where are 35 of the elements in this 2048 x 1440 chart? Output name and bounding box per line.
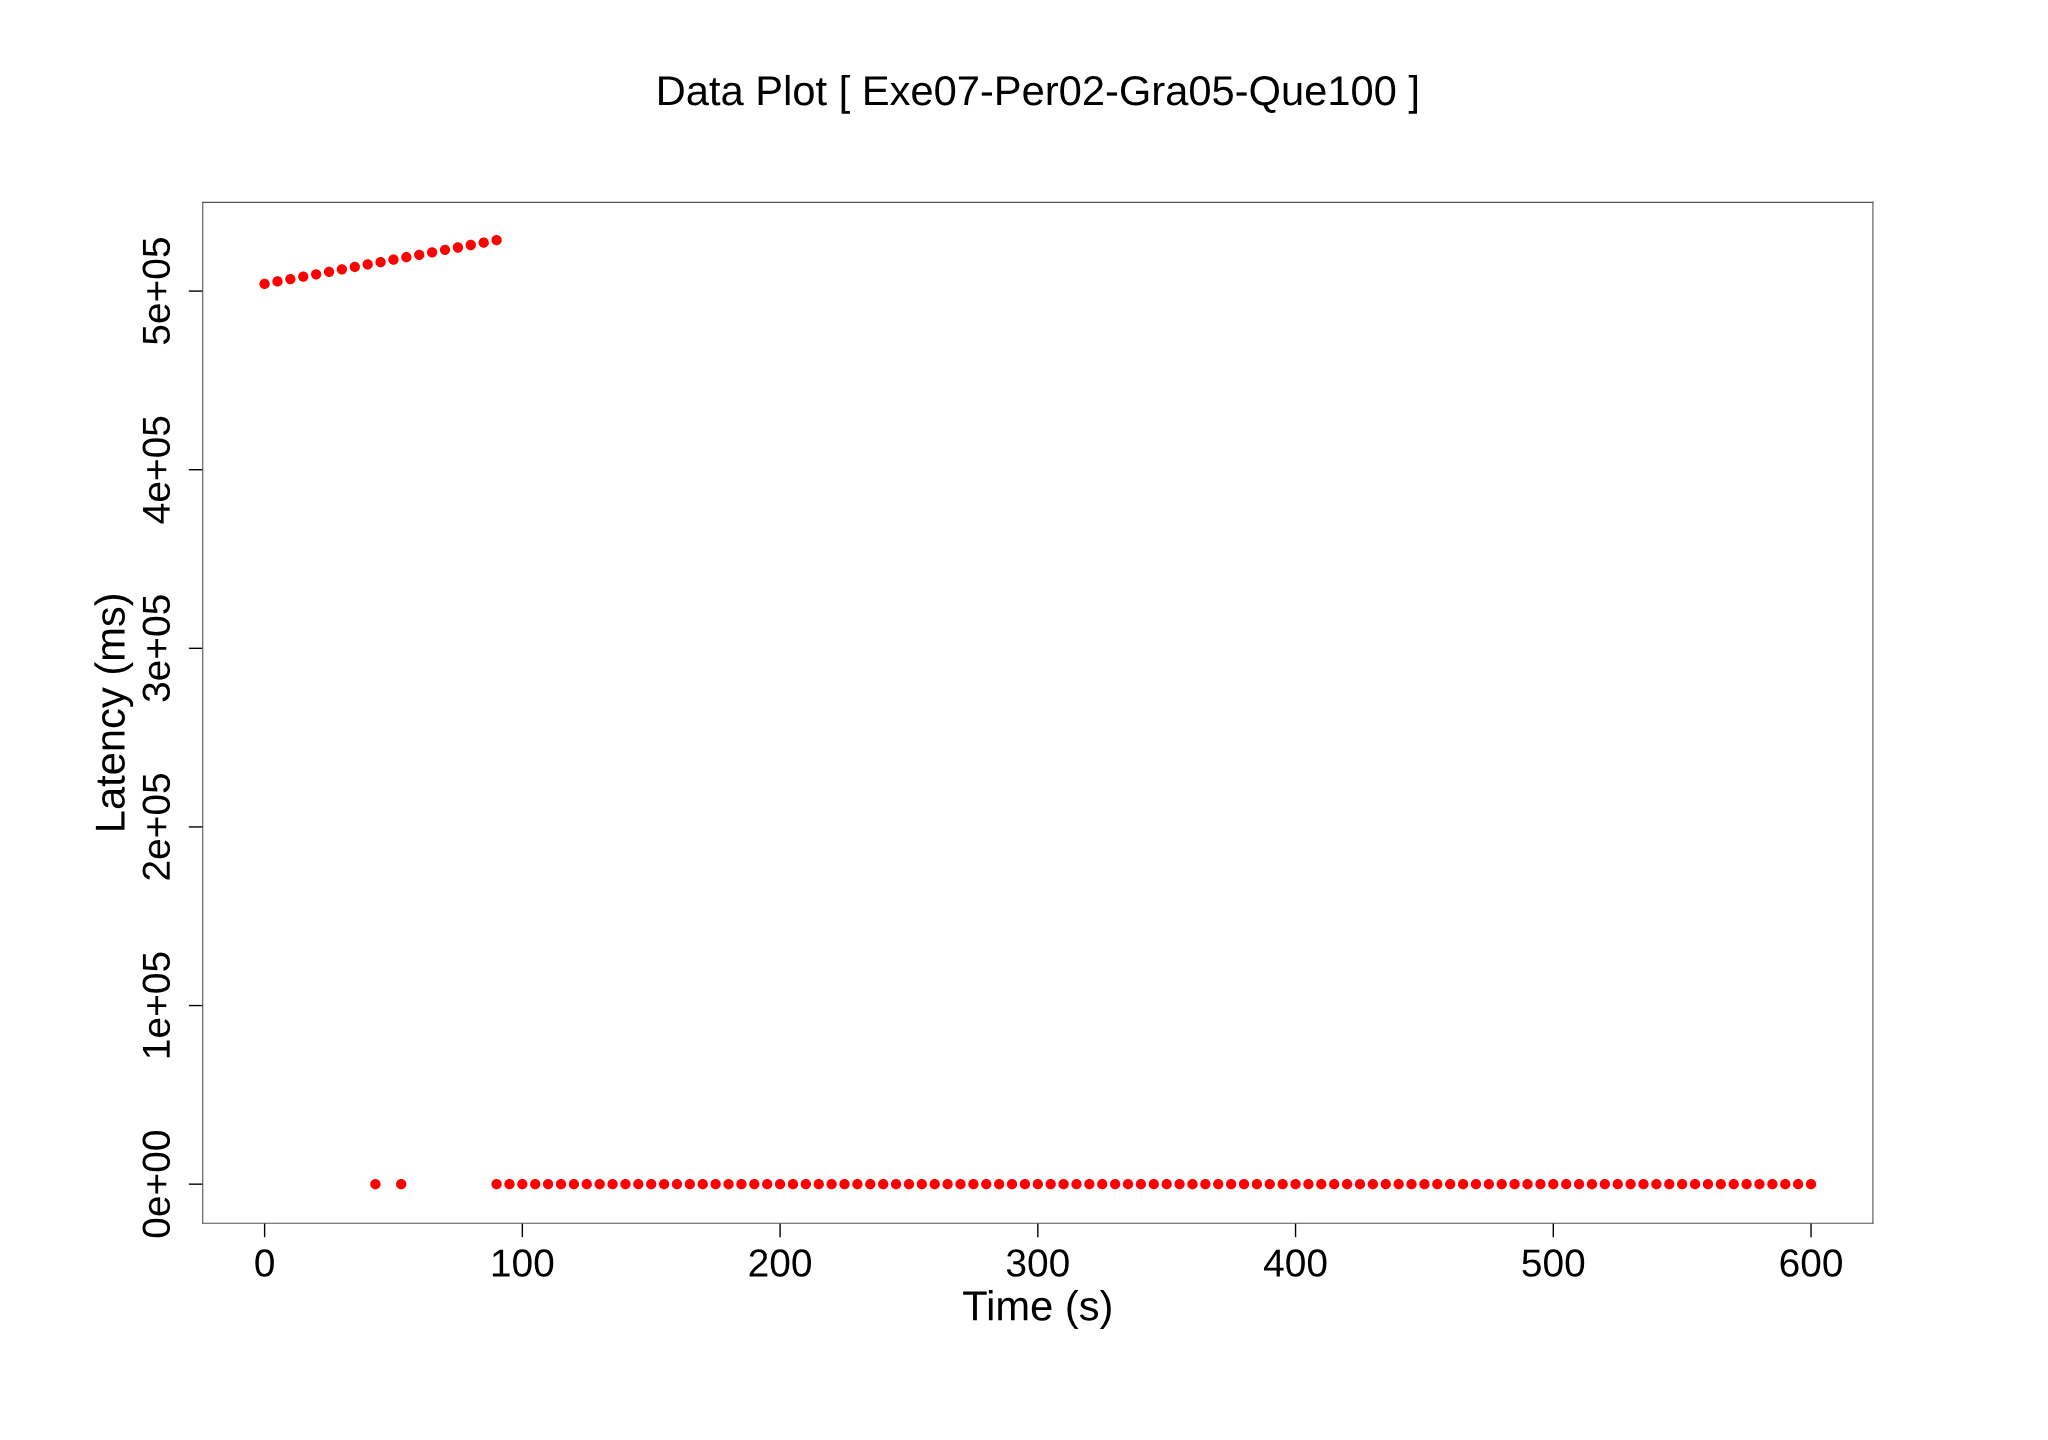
point: [349, 261, 360, 273]
point: [272, 276, 283, 287]
point: [426, 247, 438, 258]
point: [323, 266, 335, 277]
y-tick-label: 0e+00: [142, 1131, 171, 1238]
y-tick-label: 1e+05: [142, 952, 171, 1058]
point: [491, 235, 502, 246]
point: [465, 239, 476, 251]
y-axis-title: Latency (ms): [94, 594, 134, 830]
x-tick-label: 0: [255, 1249, 274, 1277]
y-tick-label: 3e+05: [142, 595, 171, 702]
point: [311, 269, 322, 280]
point: [388, 254, 399, 265]
point: [414, 249, 425, 260]
point: [362, 259, 373, 270]
point: [439, 244, 451, 255]
y-tick-label: 4e+05: [142, 416, 171, 524]
x-tick-label: 200: [749, 1249, 812, 1277]
point: [452, 242, 464, 253]
x-tick-label: 500: [1522, 1249, 1585, 1277]
x-tick-label: 400: [1264, 1249, 1327, 1277]
chart-title: Data Plot [ Exe07-Per02-Gra05-Que100 ]: [659, 74, 1418, 114]
x-tick-label: 100: [492, 1249, 554, 1277]
point: [298, 271, 309, 282]
point: [259, 278, 270, 290]
x-axis-title: Time (s): [963, 1290, 1111, 1329]
point: [478, 237, 489, 248]
y-tick-label: 2e+05: [142, 773, 171, 880]
y-tick-label: 5e+05: [142, 238, 171, 345]
point: [401, 252, 412, 263]
point: [285, 273, 296, 285]
point: [375, 257, 386, 268]
x-tick-label: 300: [1006, 1249, 1069, 1277]
x-tick-label: 600: [1780, 1249, 1842, 1277]
point: [336, 264, 348, 275]
